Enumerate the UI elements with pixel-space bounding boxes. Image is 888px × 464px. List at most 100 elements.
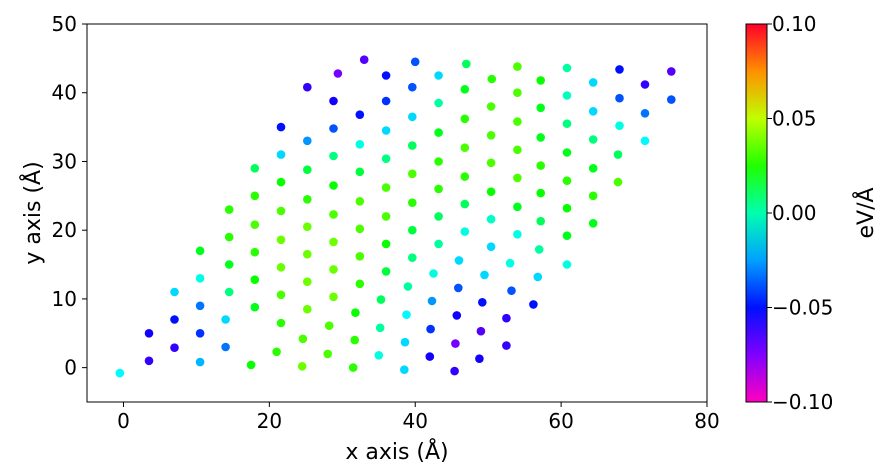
data-point (454, 256, 464, 265)
colorbar-ticks: 0.10 0.05 0.00 −0.05 −0.10 (767, 12, 833, 414)
data-point (403, 282, 413, 291)
colorbar-tick-label: 0.05 (772, 107, 817, 131)
data-point (562, 203, 572, 213)
data-point (452, 311, 462, 320)
data-point (562, 119, 572, 128)
data-point (323, 349, 333, 359)
data-point (454, 283, 463, 293)
data-point (410, 57, 420, 67)
data-point (460, 114, 470, 124)
x-tick-label: 40 (403, 409, 428, 433)
data-point (408, 169, 417, 179)
data-point (615, 93, 624, 103)
data-point (195, 301, 205, 311)
data-point (276, 150, 286, 159)
data-point (562, 148, 572, 157)
y-tick-label: 50 (52, 12, 77, 36)
data-point (536, 188, 545, 198)
data-point (374, 351, 384, 360)
data-point (144, 329, 154, 338)
data-point (460, 227, 470, 236)
data-point (170, 315, 179, 324)
colorbar-label: eV/Å (852, 187, 879, 238)
data-point (408, 198, 417, 207)
data-point (276, 290, 286, 300)
plot-frame (86, 23, 708, 403)
x-tick-label: 0 (117, 409, 130, 433)
data-point (460, 143, 470, 152)
data-point (250, 275, 260, 285)
data-point (333, 69, 343, 78)
data-point (276, 263, 286, 272)
data-point (562, 91, 572, 100)
data-point (613, 150, 623, 159)
data-point (195, 329, 205, 338)
data-point (640, 109, 650, 118)
data-point (355, 167, 365, 177)
data-point (486, 242, 496, 251)
data-point (451, 339, 460, 348)
data-point (588, 219, 598, 228)
data-point (460, 199, 470, 209)
data-point (513, 230, 522, 239)
data-point (250, 247, 260, 257)
data-point (475, 354, 484, 364)
data-point (170, 343, 179, 353)
data-point (640, 80, 650, 89)
data-point (329, 181, 338, 190)
data-point (381, 96, 391, 106)
data-point (615, 65, 624, 74)
data-point (615, 121, 624, 130)
data-point (667, 95, 676, 104)
data-point (303, 195, 312, 204)
colorbar-tick-label: −0.05 (772, 296, 833, 320)
data-point (351, 308, 360, 318)
data-point (195, 357, 205, 367)
data-point (513, 62, 522, 71)
y-tick-label: 40 (52, 81, 77, 105)
data-point (246, 360, 256, 370)
data-point (224, 205, 234, 214)
data-point (115, 368, 125, 378)
data-point (536, 133, 545, 142)
data-point (613, 177, 623, 187)
data-point (250, 164, 260, 173)
data-point (429, 269, 438, 278)
data-point (434, 157, 443, 166)
data-point (224, 287, 234, 297)
data-point (434, 239, 443, 249)
x-axis-label: x axis (Å) (345, 438, 448, 464)
data-point (170, 287, 179, 297)
data-point (502, 341, 511, 350)
data-point (513, 145, 522, 155)
data-point (272, 347, 281, 357)
data-point (276, 206, 286, 216)
y-tick-label: 20 (52, 218, 77, 242)
data-point (434, 71, 443, 80)
data-point (381, 154, 391, 163)
y-axis-ticks: 0 10 20 30 40 50 (52, 12, 87, 380)
data-point (408, 225, 417, 235)
data-point (359, 55, 369, 64)
data-point (355, 224, 365, 234)
data-point (381, 71, 391, 80)
data-point (667, 67, 676, 76)
data-point (329, 96, 338, 106)
data-point (400, 337, 410, 347)
data-point (381, 126, 391, 135)
data-point (348, 363, 358, 372)
y-axis-label: y axis (Å) (19, 161, 46, 264)
data-point (513, 88, 522, 97)
data-point (355, 197, 365, 206)
data-point (381, 239, 391, 249)
data-point (250, 220, 260, 229)
data-point (400, 365, 409, 375)
data-point (460, 172, 470, 181)
data-point (276, 318, 286, 328)
data-point (533, 272, 543, 282)
data-point (329, 237, 338, 247)
data-point (408, 253, 417, 262)
y-tick-label: 30 (52, 149, 77, 173)
data-point (408, 82, 417, 92)
data-point (276, 122, 286, 132)
